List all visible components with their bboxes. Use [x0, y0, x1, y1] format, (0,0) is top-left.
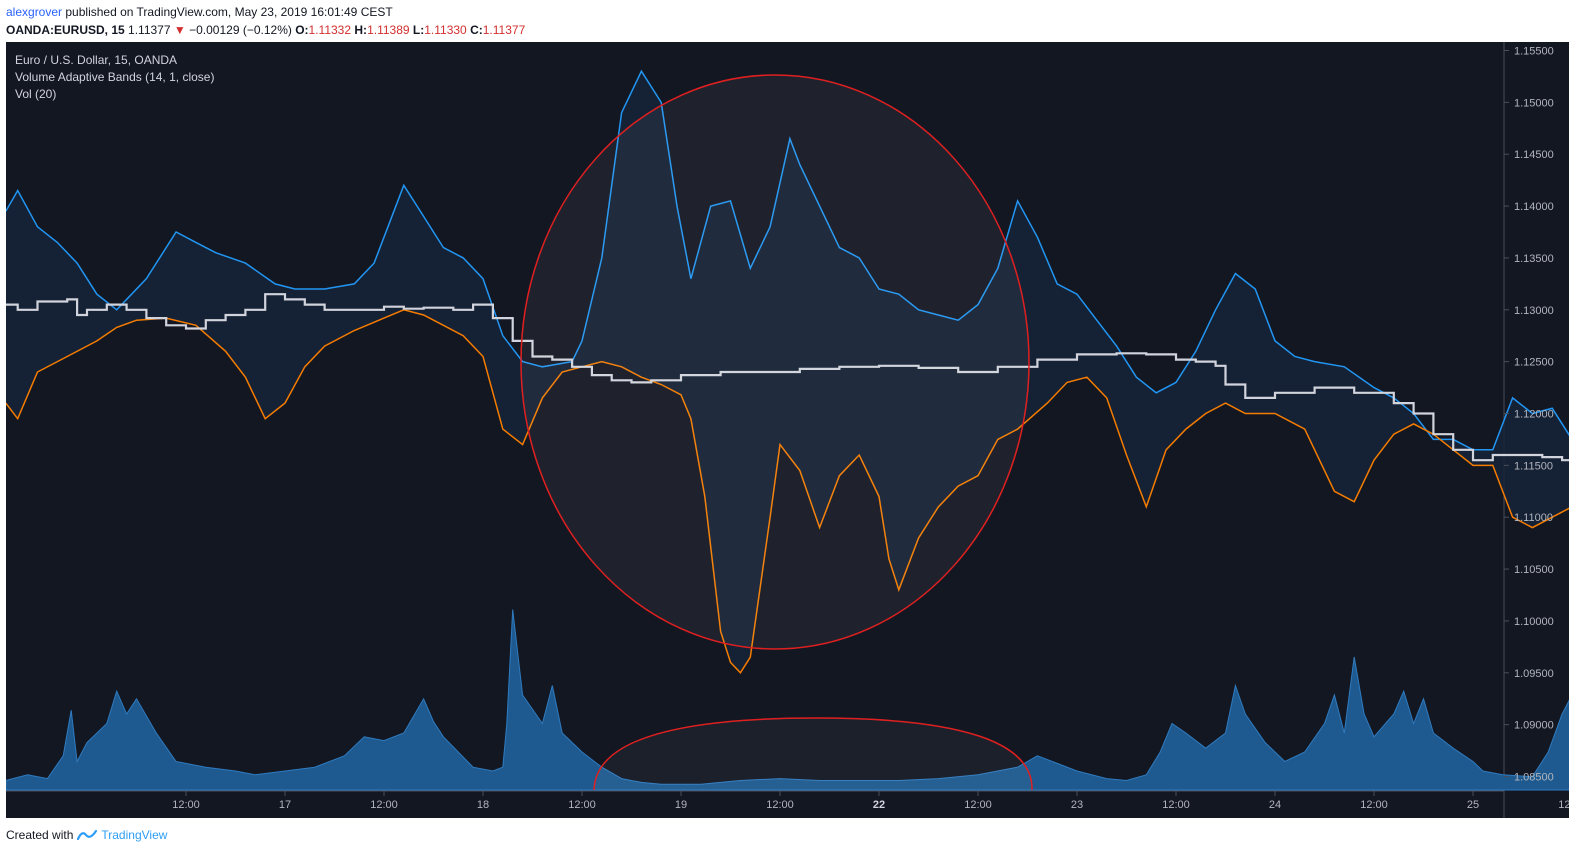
time-tick-label: 19: [675, 799, 687, 811]
chart-header: alexgrover published on TradingView.com,…: [0, 0, 1569, 42]
volume-pane: [6, 609, 1569, 791]
upper-band-line: [6, 69, 1569, 451]
created-with: Created with TradingView: [6, 828, 167, 842]
price-tick-label: 1.09500: [1514, 668, 1554, 680]
open-label: O:: [295, 23, 309, 37]
price-axis-labels: 1.15500 1.15000 1.14500 1.14000 1.13500 1.130…: [1504, 46, 1554, 784]
price-tick-label: 1.10000: [1514, 616, 1554, 628]
price-line: [6, 293, 1569, 462]
price-tick-label: 1.13500: [1514, 253, 1554, 265]
price-tick-label: 1.15500: [1514, 46, 1554, 58]
time-tick-label: 12:00: [1360, 799, 1388, 811]
price-tick-label: 1.11500: [1514, 460, 1553, 472]
legend-symbol: Euro / U.S. Dollar, 15, OANDA: [15, 53, 177, 67]
price-tick-label: 1.08500: [1514, 772, 1554, 784]
published-text: published on TradingView.com, May 23, 20…: [65, 5, 393, 19]
price-tick-label: 1.10500: [1514, 564, 1554, 576]
price-tick-label: 1.11000: [1514, 512, 1553, 524]
price-tick-label: 1.12000: [1514, 409, 1554, 421]
price-tick-label: 1.14500: [1514, 149, 1554, 161]
footer: Created with TradingView: [0, 818, 1569, 855]
tradingview-brand[interactable]: TradingView: [101, 828, 168, 842]
time-tick-label: 12:00: [1558, 799, 1569, 811]
open-value: 1.11332: [308, 23, 352, 37]
price-tick-label: 1.15000: [1514, 97, 1554, 109]
time-tick-label: 12:00: [370, 799, 398, 811]
low-label: L:: [412, 23, 425, 37]
price-tick-label: 1.12500: [1514, 357, 1554, 369]
author-link[interactable]: alexgrover: [6, 5, 63, 19]
time-tick-label: 12:00: [766, 799, 794, 811]
annotations: [520, 74, 1033, 791]
symbol-line: OANDA:EURUSD, 15 1.11377 ▼ −0.00129 (−0.…: [6, 22, 525, 38]
price-tick-label: 1.09000: [1514, 720, 1554, 732]
price-tick-label: 1.13000: [1514, 305, 1554, 317]
volume-area: [6, 609, 1569, 791]
time-axis-labels: 12:00 17 12:00 18 12:00 19 12:00 22 12:00 23 12:00…: [172, 791, 1569, 811]
time-tick-label: 18: [477, 799, 489, 811]
symbol-name: OANDA:EURUSD, 15: [6, 23, 125, 37]
chart-legend: Euro / U.S. Dollar, 15, OANDA Volume Ada…: [15, 53, 214, 101]
time-tick-label: 12:00: [172, 799, 200, 811]
close-label: C:: [470, 23, 483, 37]
close-value: 1.11377: [482, 23, 526, 37]
legend-volume: Vol (20): [15, 87, 56, 101]
time-axis[interactable]: [6, 791, 1504, 818]
price-series: [6, 293, 1569, 462]
annotation-ellipse: [593, 717, 1033, 791]
time-tick-label: 12:00: [964, 799, 992, 811]
high-value: 1.11389: [367, 23, 410, 37]
created-with-text: Created with: [6, 828, 74, 842]
legend-indicator: Volume Adaptive Bands (14, 1, close): [15, 70, 214, 84]
time-tick-label: 24: [1269, 799, 1281, 811]
price-tick-label: 1.14000: [1514, 201, 1554, 213]
time-tick-label: 17: [279, 799, 291, 811]
down-arrow-icon: ▼: [173, 23, 186, 37]
price-change: −0.00129 (−0.12%): [189, 23, 292, 37]
time-tick-label: 12:00: [1162, 799, 1190, 811]
lower-band-line: [6, 309, 1569, 675]
annotation-circle: [520, 74, 1030, 650]
time-tick-label: 12:00: [568, 799, 596, 811]
tradingview-logo-icon: [77, 829, 98, 841]
time-tick-label: 22: [873, 799, 885, 811]
last-price: 1.11377: [128, 23, 171, 37]
chart-area[interactable]: 1.15500 1.15000 1.14500 1.14000 1.13500 1.130…: [6, 42, 1569, 818]
time-tick-label: 23: [1071, 799, 1083, 811]
publish-line: alexgrover published on TradingView.com,…: [6, 4, 393, 20]
high-label: H:: [354, 23, 368, 37]
time-tick-label: 25: [1467, 799, 1479, 811]
low-value: 1.11330: [424, 23, 467, 37]
